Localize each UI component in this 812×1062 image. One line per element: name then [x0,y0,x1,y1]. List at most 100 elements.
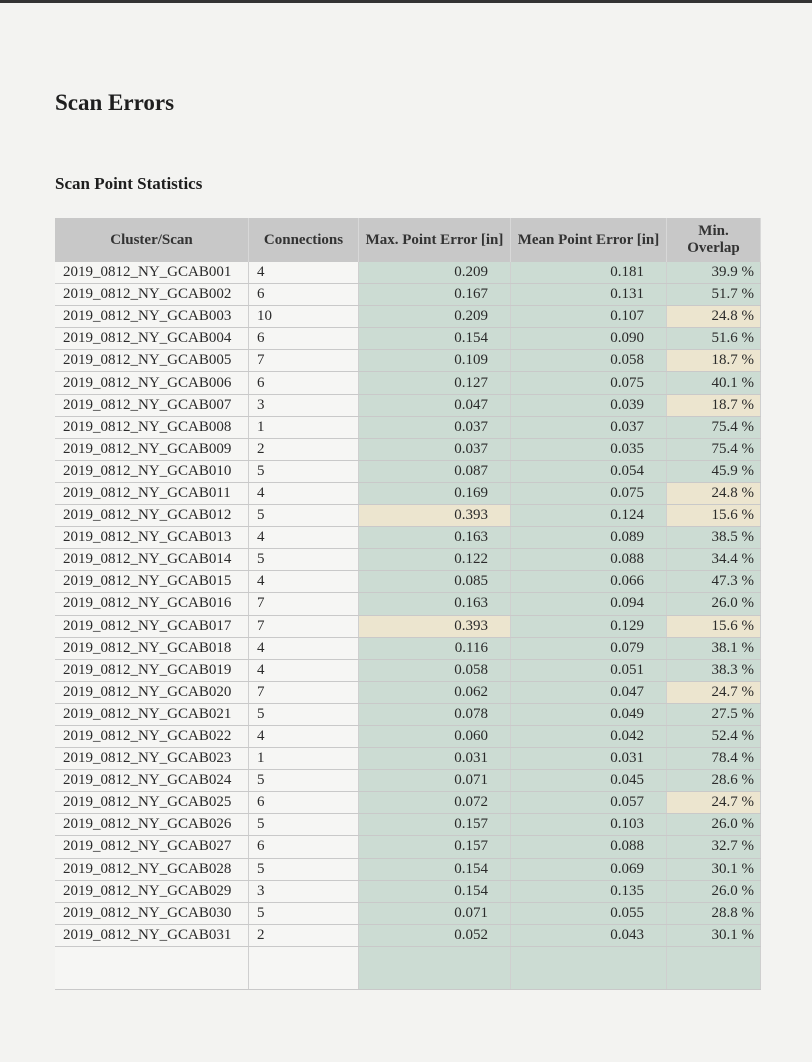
max-point-error-cell: 0.167 [358,283,511,307]
min-overlap-cell: 18.7 % [666,349,761,373]
cluster-scan-cell: 2019_0812_NY_GCAB026 [55,813,249,837]
min-overlap-cell: 38.5 % [666,526,761,550]
table-row: 2019_0812_NY_GCAB022 4 0.060 0.042 52.4 % [55,725,761,749]
min-overlap-cell: 28.6 % [666,769,761,793]
table-row: 2019_0812_NY_GCAB006 6 0.127 0.075 40.1 % [55,371,761,395]
connections-cell: 4 [248,659,359,682]
max-point-error-cell: 0.209 [358,262,511,285]
max-point-error-cell: 0.154 [358,880,511,903]
mean-point-error-cell: 0.058 [510,349,667,373]
max-point-error-cell: 0.037 [358,438,511,461]
connections-cell: 7 [248,349,359,373]
mean-point-error-cell: 0.045 [510,769,667,793]
connections-cell: 4 [248,526,359,550]
table-row: 2019_0812_NY_GCAB005 7 0.109 0.058 18.7 % [55,349,761,373]
connections-cell: 1 [248,747,359,771]
table-row: 2019_0812_NY_GCAB023 1 0.031 0.031 78.4 % [55,747,761,771]
cluster-scan-cell: 2019_0812_NY_GCAB011 [55,482,249,506]
col-header-min-overlap: Min. Overlap [666,218,761,262]
connections-cell: 10 [248,305,359,329]
max-point-error-cell: 0.127 [358,371,511,395]
max-point-error-cell: 0.071 [358,769,511,793]
max-point-error-cell: 0.393 [358,615,511,638]
mean-point-error-cell: 0.055 [510,902,667,925]
min-overlap-cell: 51.7 % [666,283,761,307]
min-overlap-cell: 47.3 % [666,570,761,594]
table-row: 2019_0812_NY_GCAB013 4 0.163 0.089 38.5 % [55,526,761,550]
min-overlap-cell: 45.9 % [666,460,761,483]
mean-point-error-cell: 0.049 [510,703,667,726]
max-point-error-cell: 0.087 [358,460,511,483]
connections-cell: 4 [248,637,359,660]
table-row: 2019_0812_NY_GCAB015 4 0.085 0.066 47.3 % [55,570,761,594]
max-point-error-cell: 0.062 [358,681,511,704]
cluster-scan-cell: 2019_0812_NY_GCAB003 [55,305,249,329]
connections-cell: 5 [248,548,359,572]
cluster-scan-cell: 2019_0812_NY_GCAB014 [55,548,249,572]
table-row: 2019_0812_NY_GCAB009 2 0.037 0.035 75.4 % [55,438,761,461]
max-point-error-cell: 0.085 [358,570,511,594]
max-point-error-cell: 0.393 [358,504,511,528]
cluster-scan-cell: 2019_0812_NY_GCAB019 [55,659,249,682]
section-title: Scan Point Statistics [55,174,203,193]
cluster-scan-cell: 2019_0812_NY_GCAB013 [55,526,249,550]
cluster-scan-cell: 2019_0812_NY_GCAB017 [55,615,249,638]
min-overlap-cell: 27.5 % [666,703,761,726]
connections-cell: 5 [248,813,359,837]
cluster-scan-cell: 2019_0812_NY_GCAB008 [55,416,249,439]
min-overlap-cell: 38.3 % [666,659,761,682]
mean-point-error-cell: 0.088 [510,548,667,572]
mean-point-error-cell: 0.047 [510,681,667,704]
max-point-error-cell: 0.154 [358,327,511,351]
cluster-scan-cell: 2019_0812_NY_GCAB024 [55,769,249,793]
table-row: 2019_0812_NY_GCAB008 1 0.037 0.037 75.4 % [55,416,761,439]
table-row: 2019_0812_NY_GCAB020 7 0.062 0.047 24.7 % [55,681,761,704]
mean-point-error-cell: 0.057 [510,791,667,815]
cluster-scan-cell: 2019_0812_NY_GCAB010 [55,460,249,483]
mean-point-error-cell: 0.089 [510,526,667,550]
max-point-error-cell: 0.122 [358,548,511,572]
cluster-scan-cell: 2019_0812_NY_GCAB028 [55,858,249,881]
min-overlap-cell: 32.7 % [666,835,761,859]
table-row: 2019_0812_NY_GCAB019 4 0.058 0.051 38.3 % [55,659,761,682]
table-row: 2019_0812_NY_GCAB031 2 0.052 0.043 30.1 % [55,924,761,947]
col-header-connections: Connections [248,218,359,262]
table-row: 2019_0812_NY_GCAB017 7 0.393 0.129 15.6 % [55,615,761,638]
table-row: 2019_0812_NY_GCAB029 3 0.154 0.135 26.0 % [55,880,761,903]
min-overlap-cell: 15.6 % [666,615,761,638]
connections-cell: 2 [248,438,359,461]
table-header-row: Cluster/Scan Connections Max. Point Erro… [55,218,761,262]
table-row: 2019_0812_NY_GCAB002 6 0.167 0.131 51.7 % [55,283,761,307]
mean-point-error-cell: 0.181 [510,262,667,285]
min-overlap-cell: 30.1 % [666,858,761,881]
max-point-error-cell: 0.047 [358,394,511,417]
page-title: Scan Errors [55,90,175,115]
connections-cell: 3 [248,394,359,417]
mean-point-error-cell: 0.088 [510,835,667,859]
min-overlap-cell: 26.0 % [666,880,761,903]
min-overlap-cell: 28.8 % [666,902,761,925]
empty-cell [55,946,249,990]
cluster-scan-cell: 2019_0812_NY_GCAB002 [55,283,249,307]
min-overlap-cell: 24.8 % [666,305,761,329]
scan-point-statistics-table: Cluster/Scan Connections Max. Point Erro… [55,218,761,990]
max-point-error-cell: 0.163 [358,526,511,550]
mean-point-error-cell: 0.079 [510,637,667,660]
mean-point-error-cell: 0.075 [510,371,667,395]
min-overlap-cell: 51.6 % [666,327,761,351]
cluster-scan-cell: 2019_0812_NY_GCAB007 [55,394,249,417]
col-header-max-point-error: Max. Point Error [in] [358,218,511,262]
cluster-scan-cell: 2019_0812_NY_GCAB021 [55,703,249,726]
max-point-error-cell: 0.058 [358,659,511,682]
mean-point-error-cell: 0.131 [510,283,667,307]
connections-cell: 5 [248,769,359,793]
max-point-error-cell: 0.109 [358,349,511,373]
mean-point-error-cell: 0.075 [510,482,667,506]
table-row: 2019_0812_NY_GCAB007 3 0.047 0.039 18.7 % [55,394,761,417]
empty-cell [358,946,511,990]
max-point-error-cell: 0.116 [358,637,511,660]
max-point-error-cell: 0.209 [358,305,511,329]
connections-cell: 5 [248,858,359,881]
mean-point-error-cell: 0.069 [510,858,667,881]
max-point-error-cell: 0.169 [358,482,511,506]
